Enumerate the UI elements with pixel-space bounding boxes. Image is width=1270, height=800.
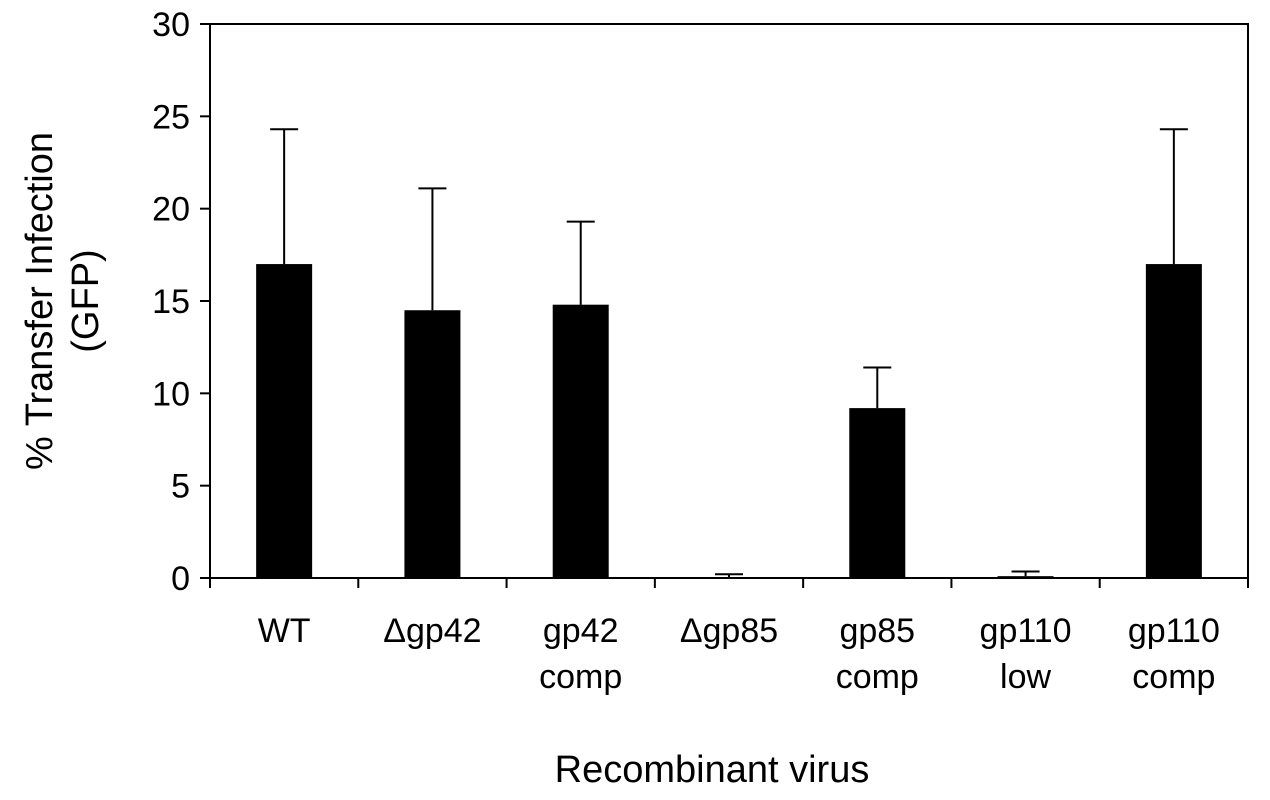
- x-category-label: gp85: [839, 612, 915, 650]
- bar: [552, 304, 609, 578]
- x-category-label: Δgp85: [680, 612, 778, 650]
- x-axis-title: Recombinant virus: [555, 749, 870, 791]
- y-tick-label: 15: [152, 283, 190, 321]
- x-category-label: WT: [258, 612, 311, 650]
- bar: [404, 310, 461, 578]
- y-axis-title-line: (GFP): [65, 249, 107, 352]
- y-axis-title-line: % Transfer Infection: [19, 132, 61, 470]
- plot-border: [209, 23, 1249, 579]
- y-tick-label: 20: [152, 191, 190, 229]
- y-tick-label: 25: [152, 98, 190, 136]
- plot-frame: [209, 23, 1249, 579]
- x-category-label: gp110: [1128, 612, 1220, 650]
- x-category-label: low: [1000, 658, 1051, 696]
- y-tick-label: 10: [152, 375, 190, 413]
- x-category-label: comp: [836, 658, 919, 696]
- y-tick-label: 0: [171, 560, 190, 598]
- x-category-label: comp: [1132, 658, 1215, 696]
- x-category-label: gp42: [543, 612, 619, 650]
- x-category-label: gp110: [980, 612, 1072, 650]
- y-tick-label: 5: [171, 468, 190, 506]
- y-axis-title: % Transfer Infection (GFP): [19, 132, 107, 470]
- bar: [1145, 264, 1202, 578]
- x-category-label: Δgp42: [383, 612, 481, 650]
- y-tick-label: 30: [152, 6, 190, 44]
- bar: [256, 264, 313, 578]
- x-category-label: comp: [539, 658, 622, 696]
- x-axis: WT Δgp42 gp42 comp Δgp85 gp85 comp gp110 low gp11…: [209, 578, 1249, 696]
- chart-marks: [256, 128, 1202, 578]
- bar: [849, 408, 906, 578]
- y-axis: 0 5 10 15 20 25 30: [152, 6, 210, 598]
